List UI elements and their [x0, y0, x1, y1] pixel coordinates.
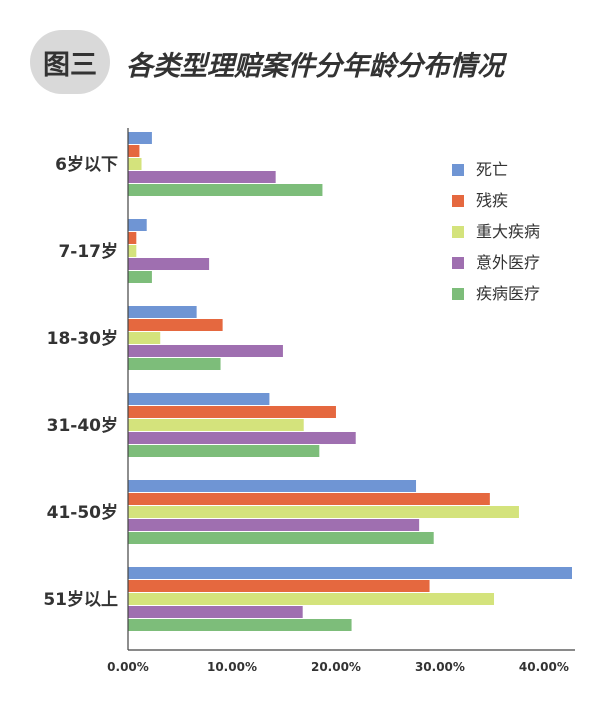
category-label: 7-17岁 [58, 241, 118, 262]
bar-6-3 [128, 593, 495, 605]
legend-label: 疾病医疗 [476, 284, 540, 303]
bar-2-2 [128, 232, 137, 244]
x-tick-label: 10.00% [207, 660, 257, 674]
bar-6-5 [128, 619, 352, 631]
x-tick-label: 30.00% [415, 660, 465, 674]
bar-2-3 [128, 245, 137, 257]
bar-5-3 [128, 506, 519, 518]
category-label: 51岁以上 [43, 589, 118, 610]
legend-label: 重大疾病 [476, 222, 540, 241]
bar-2-1 [128, 219, 147, 231]
legend-label: 意外医疗 [476, 253, 540, 272]
bar-4-5 [128, 445, 320, 457]
x-tick-label: 0.00% [107, 660, 149, 674]
bar-1-3 [128, 158, 142, 170]
chart-title: 各类型理赔案件分年龄分布情况 [126, 51, 504, 82]
bar-3-1 [128, 306, 197, 318]
bar-6-1 [128, 567, 572, 579]
bar-3-5 [128, 358, 221, 370]
bar-3-2 [128, 319, 223, 331]
category-label: 18-30岁 [47, 328, 118, 349]
bar-1-4 [128, 171, 276, 183]
bar-5-1 [128, 480, 417, 492]
legend-swatch [452, 257, 464, 269]
legend-label: 残疾 [476, 191, 508, 210]
bar-5-2 [128, 493, 490, 505]
bar-4-3 [128, 419, 304, 431]
category-label: 6岁以下 [55, 154, 118, 175]
bar-6-4 [128, 606, 303, 618]
bar-2-4 [128, 258, 210, 270]
bar-1-5 [128, 184, 323, 196]
bar-3-4 [128, 345, 283, 357]
bar-6-2 [128, 580, 430, 592]
x-tick-label: 40.00% [519, 660, 569, 674]
legend-swatch [452, 195, 464, 207]
bar-1-2 [128, 145, 140, 157]
bar-5-5 [128, 532, 434, 544]
legend-label: 死亡 [476, 160, 508, 179]
legend-swatch [452, 226, 464, 238]
bar-4-4 [128, 432, 356, 444]
bar-2-5 [128, 271, 152, 283]
bar-3-3 [128, 332, 161, 344]
category-label: 41-50岁 [47, 502, 118, 523]
legend-swatch [452, 288, 464, 300]
x-tick-label: 20.00% [311, 660, 361, 674]
category-label: 31-40岁 [47, 415, 118, 436]
bar-1-1 [128, 132, 152, 144]
bar-5-4 [128, 519, 420, 531]
legend-swatch [452, 164, 464, 176]
bar-4-2 [128, 406, 336, 418]
bar-4-1 [128, 393, 270, 405]
figure-number-badge: 图三 [30, 30, 110, 94]
